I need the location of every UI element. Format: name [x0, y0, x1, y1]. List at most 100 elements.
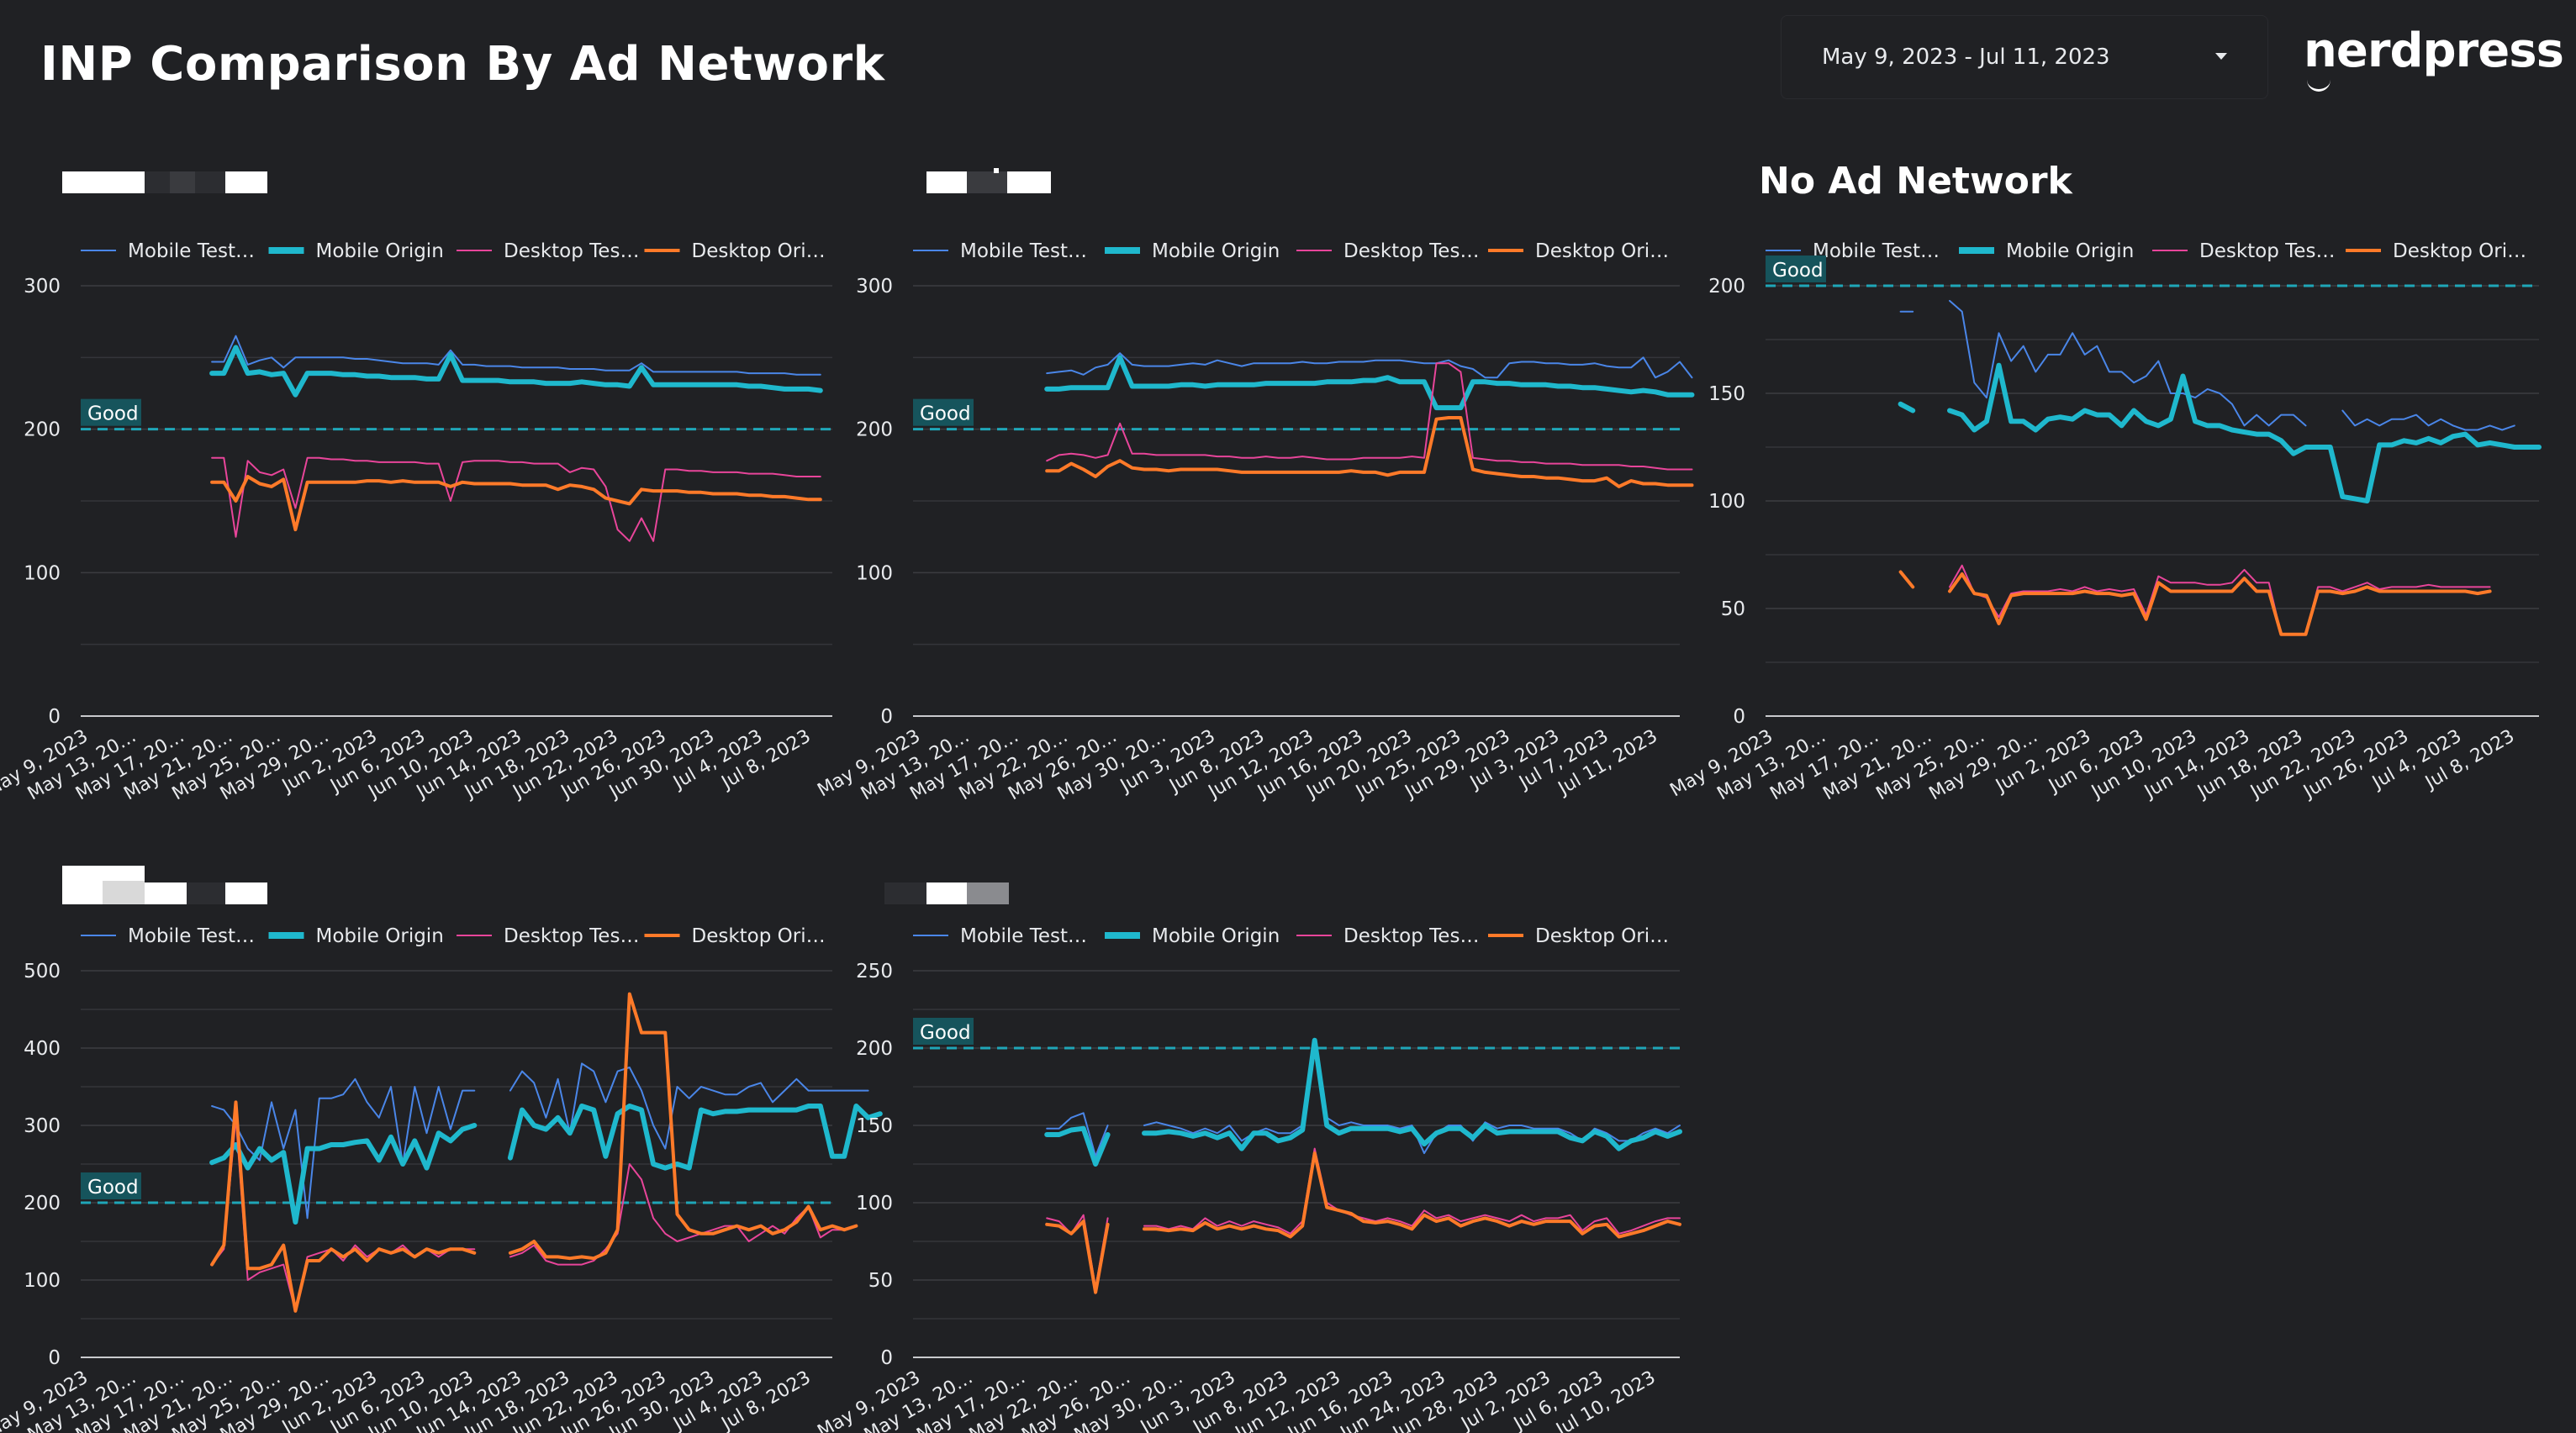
legend-label: Desktop Ori…	[692, 240, 826, 262]
legend-item: Mobile Test…	[81, 240, 255, 262]
good-badge	[81, 1172, 141, 1199]
series-line	[210, 475, 822, 532]
legend-label: Mobile Origin	[1152, 240, 1280, 262]
legend-label: Desktop Tes…	[504, 240, 639, 262]
y-tick-label: 50	[868, 1270, 893, 1292]
legend-item: Mobile Origin	[1959, 240, 2134, 262]
good-label: Good	[920, 403, 971, 425]
y-tick-label: 100	[856, 1193, 893, 1214]
y-tick-label: 300	[24, 276, 61, 298]
legend-label: Desktop Tes…	[2199, 240, 2335, 262]
good-badge	[913, 1018, 974, 1045]
series-line	[210, 992, 858, 1313]
panel-title-3: No Ad Network	[1759, 160, 2072, 203]
series-line	[1045, 1151, 1681, 1294]
smile-icon	[2307, 77, 2331, 92]
legend-item: Desktop Tes…	[2152, 240, 2335, 262]
series-line	[1046, 352, 1693, 379]
series-line	[1044, 1037, 1682, 1167]
chevron-down-icon	[2215, 53, 2227, 60]
series-line	[211, 335, 821, 376]
legend-label: Desktop Ori…	[1535, 925, 1669, 947]
legend-label: Desktop Ori…	[1535, 240, 1669, 262]
series-line	[1898, 362, 2542, 503]
date-range-picker[interactable]: May 9, 2023 - Jul 11, 2023	[1781, 15, 2268, 99]
y-tick-label: 200	[856, 1038, 893, 1060]
y-tick-label: 0	[48, 706, 61, 728]
good-badge	[81, 398, 141, 426]
legend-item: Desktop Tes…	[1296, 240, 1479, 262]
legend-item: Mobile Origin	[1105, 240, 1280, 262]
legend-item: Desktop Ori…	[644, 240, 826, 262]
y-tick-label: 500	[24, 961, 61, 983]
y-tick-label: 50	[1721, 598, 1745, 620]
legend-label: Desktop Ori…	[692, 925, 826, 947]
legend-item: Mobile Origin	[1105, 925, 1280, 947]
legend-item: Desktop Ori…	[644, 925, 826, 947]
y-tick-label: 200	[24, 419, 61, 441]
legend-label: Mobile Origin	[316, 925, 444, 947]
y-tick-label: 300	[856, 276, 893, 298]
y-tick-label: 0	[48, 1347, 61, 1369]
good-label: Good	[87, 1177, 139, 1199]
good-label: Good	[920, 1022, 971, 1044]
legend-item: Desktop Tes…	[457, 925, 639, 947]
y-tick-label: 150	[856, 1115, 893, 1137]
y-tick-label: 200	[1708, 276, 1745, 298]
y-tick-label: 200	[24, 1193, 61, 1214]
series-line	[1046, 1147, 1681, 1289]
y-tick-label: 100	[24, 1270, 61, 1292]
logo-text: nerdpress	[2304, 24, 2564, 78]
y-tick-label: 250	[856, 961, 893, 983]
legend-label: Desktop Tes…	[1343, 925, 1479, 947]
series-line	[211, 456, 821, 542]
series-line	[1045, 416, 1694, 488]
legend-label: Desktop Tes…	[504, 925, 639, 947]
legend-item: Desktop Ori…	[1488, 925, 1669, 947]
date-range-text: May 9, 2023 - Jul 11, 2023	[1822, 45, 2110, 70]
y-tick-label: 100	[856, 562, 893, 584]
good-label: Good	[1772, 260, 1824, 282]
legend-label: Desktop Ori…	[2393, 240, 2526, 262]
y-tick-label: 150	[1708, 383, 1745, 405]
good-badge	[913, 398, 974, 426]
legend-label: Mobile Origin	[2006, 240, 2134, 262]
y-tick-label: 300	[24, 1115, 61, 1137]
page-title: INP Comparison By Ad Network	[40, 37, 885, 92]
chart-panel-2: Mobile Test… Mobile Origin Desktop Tes… Des…	[814, 240, 1695, 804]
legend-label: Mobile Test…	[960, 925, 1087, 947]
legend-label: Mobile Origin	[1152, 925, 1280, 947]
series-line	[209, 345, 823, 398]
chart-panel-1: Mobile Test… Mobile Origin Desktop Tes… Des…	[0, 240, 832, 804]
series-line	[1899, 299, 2515, 431]
legend-item: Mobile Origin	[268, 925, 444, 947]
y-tick-label: 200	[856, 419, 893, 441]
good-badge	[1766, 256, 1826, 282]
legend-item: Mobile Test…	[913, 925, 1087, 947]
series-line	[1898, 570, 2492, 636]
y-tick-label: 100	[24, 562, 61, 584]
y-tick-label: 100	[1708, 491, 1745, 513]
series-line	[1044, 355, 1695, 411]
legend-item: Desktop Tes…	[1296, 925, 1479, 947]
legend-label: Mobile Origin	[316, 240, 444, 262]
series-line	[1046, 362, 1693, 471]
legend-label: Mobile Test…	[960, 240, 1087, 262]
legend-item: Desktop Tes…	[457, 240, 639, 262]
legend-label: Mobile Test…	[128, 240, 255, 262]
legend-label: Mobile Test…	[1813, 240, 1940, 262]
legend-label: Desktop Tes…	[1343, 240, 1479, 262]
legend-item: Mobile Origin	[268, 240, 444, 262]
y-tick-label: 0	[1733, 706, 1745, 728]
chart-panel-3: Mobile Test… Mobile Origin Desktop Tes… Des…	[1666, 240, 2542, 804]
chart-panel-5: Mobile Test… Mobile Origin Desktop Tes… Des…	[814, 925, 1682, 1433]
logo: nerdpress	[2304, 24, 2564, 92]
legend-item: Desktop Ori…	[2346, 240, 2526, 262]
series-line	[209, 1104, 883, 1225]
legend-item: Mobile Test…	[1766, 240, 1940, 262]
legend-item: Mobile Test…	[81, 925, 255, 947]
chart-panel-4: Mobile Test… Mobile Origin Desktop Tes… Des…	[0, 925, 883, 1433]
legend-item: Desktop Ori…	[1488, 240, 1669, 262]
legend-label: Mobile Test…	[128, 925, 255, 947]
y-tick-label: 400	[24, 1038, 61, 1060]
